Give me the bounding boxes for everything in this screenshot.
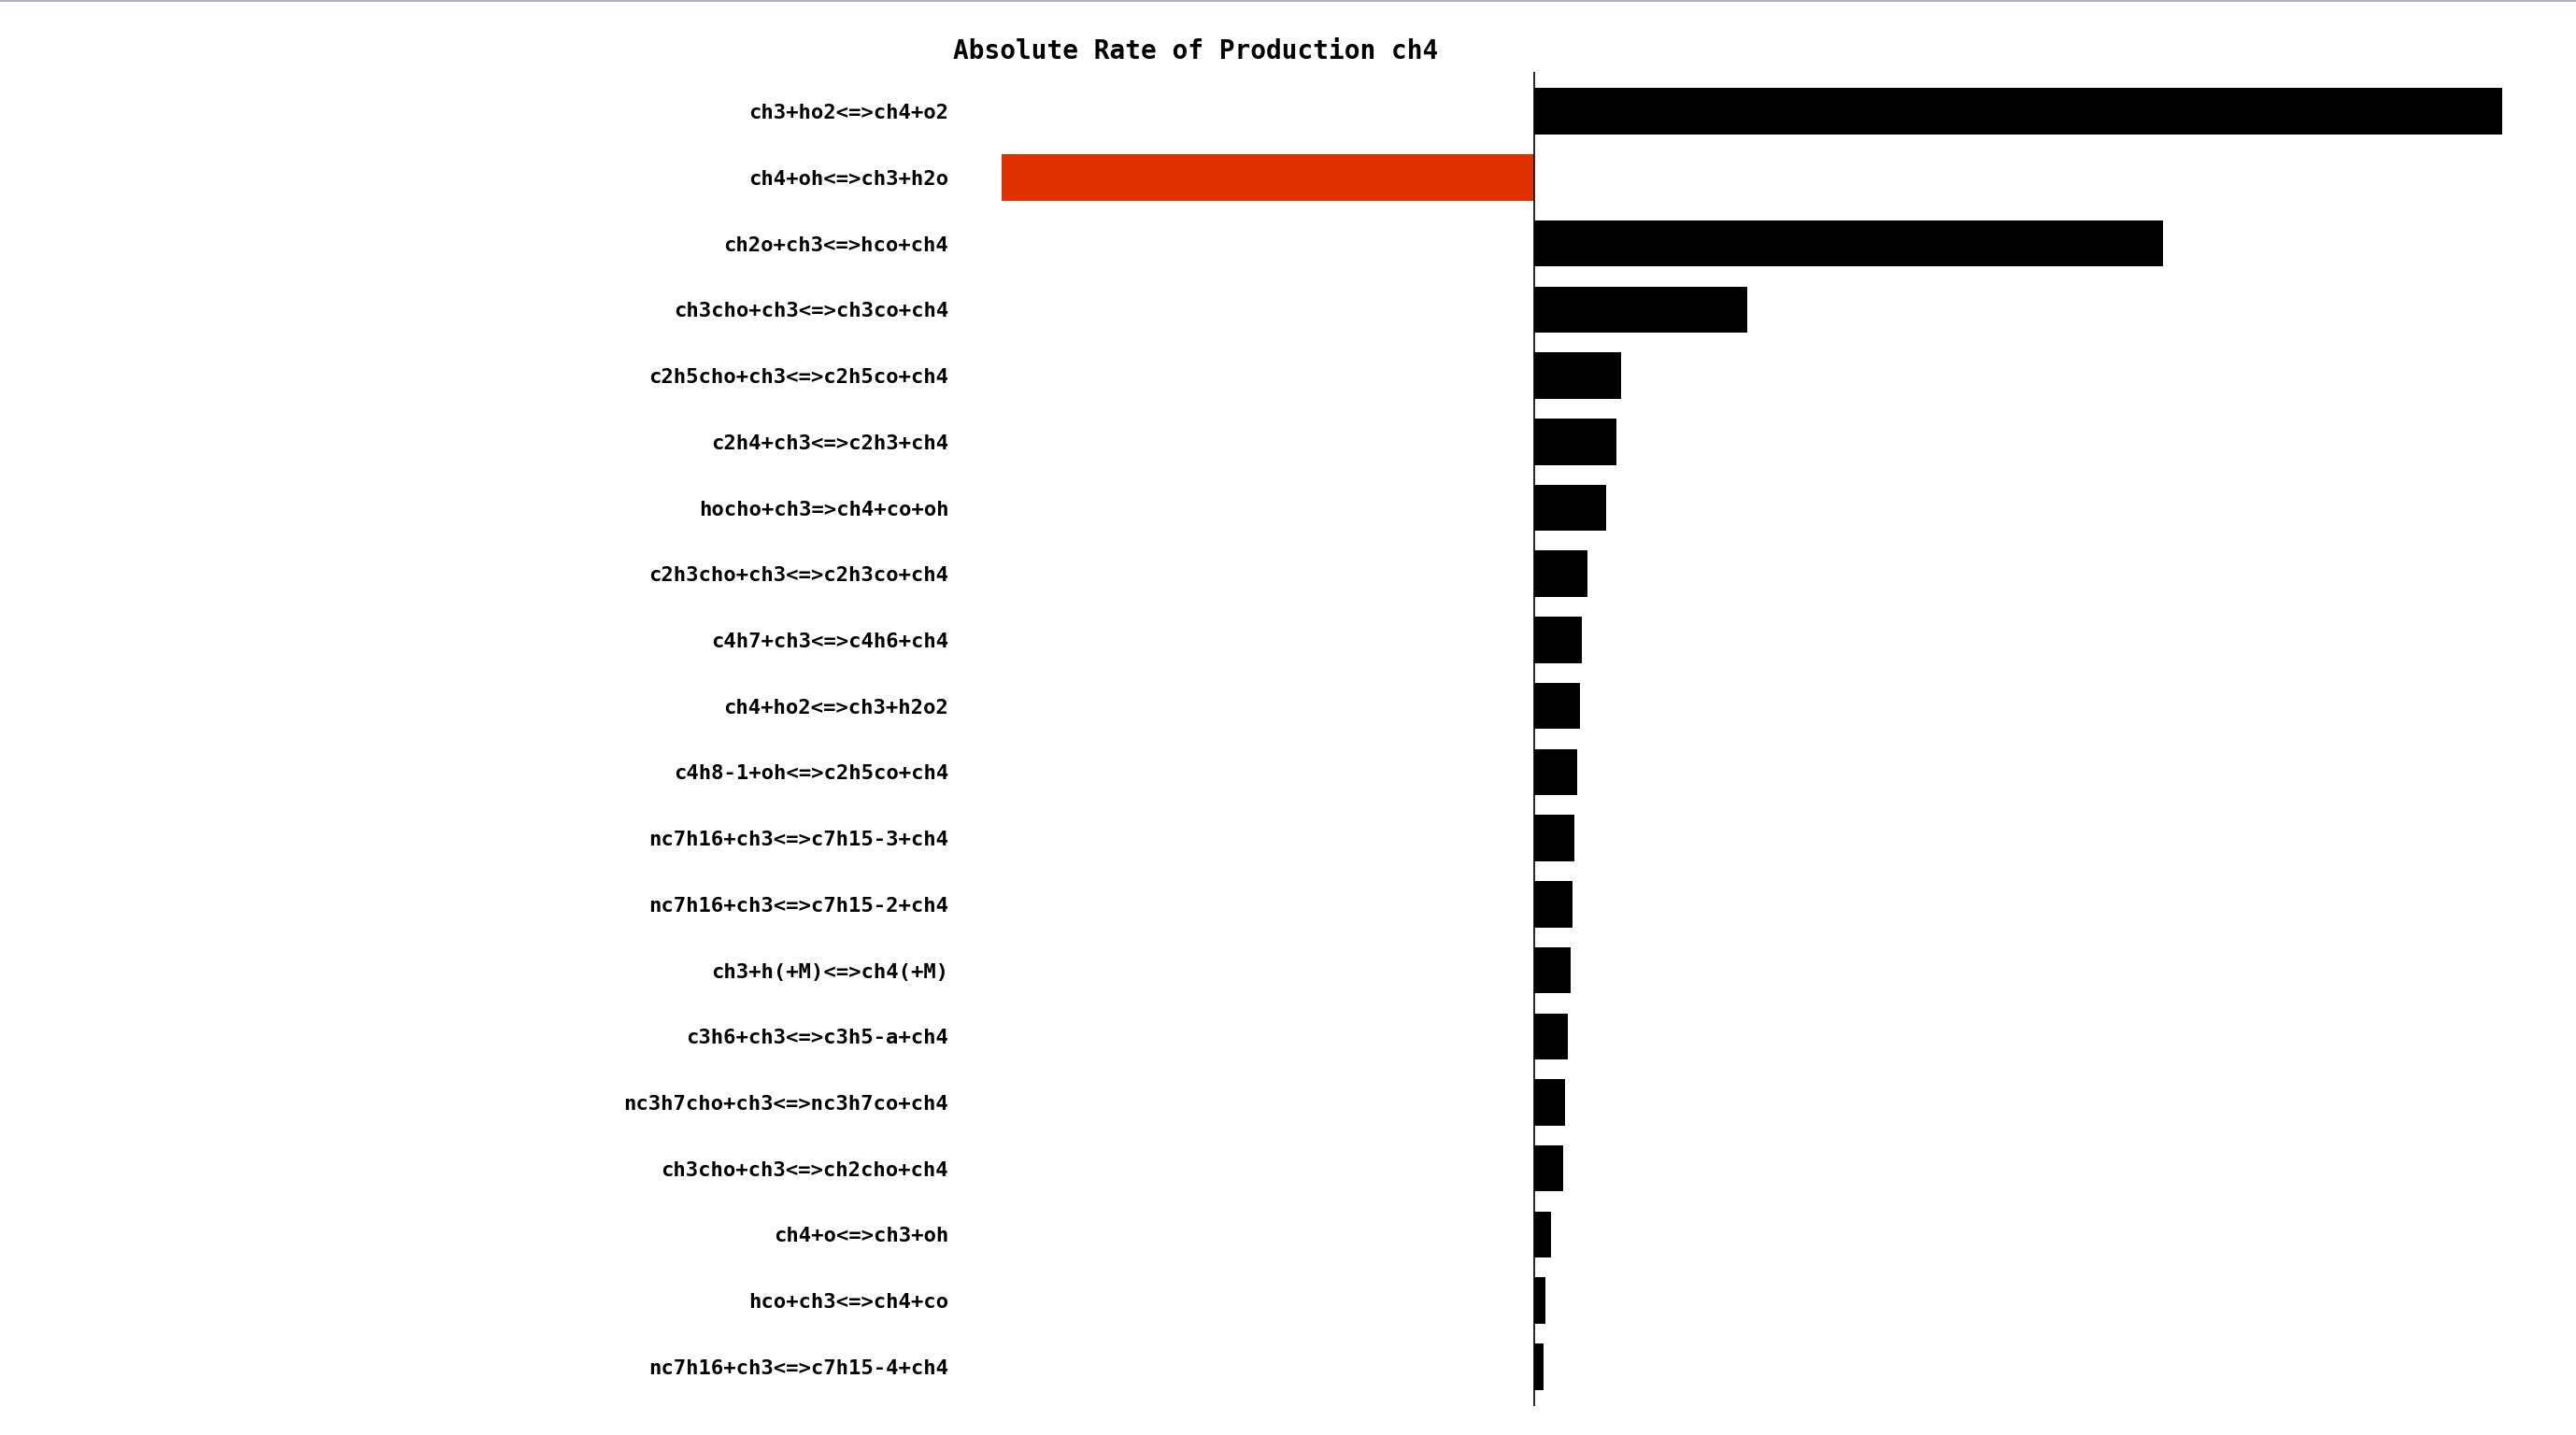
Bar	[1533, 419, 1615, 465]
Bar	[1533, 683, 1579, 729]
Bar	[1533, 551, 1587, 597]
Bar	[1533, 287, 1747, 333]
Bar	[1533, 881, 1571, 927]
Bar	[1002, 155, 1533, 201]
Bar	[1533, 1079, 1564, 1125]
Text: Absolute Rate of Production ch4: Absolute Rate of Production ch4	[953, 39, 1437, 65]
Bar	[1533, 1145, 1564, 1191]
Bar	[1533, 947, 1571, 993]
Bar	[1533, 749, 1577, 795]
Bar	[1533, 353, 1620, 399]
Bar	[1533, 1343, 1543, 1389]
Bar	[1533, 1277, 1546, 1323]
Bar	[1533, 617, 1582, 663]
Bar	[1533, 221, 2164, 267]
Bar	[1533, 1013, 1569, 1059]
Bar	[1533, 1211, 1551, 1257]
Bar	[1533, 815, 1574, 861]
Bar	[1533, 485, 1607, 531]
Bar	[1533, 89, 2501, 135]
